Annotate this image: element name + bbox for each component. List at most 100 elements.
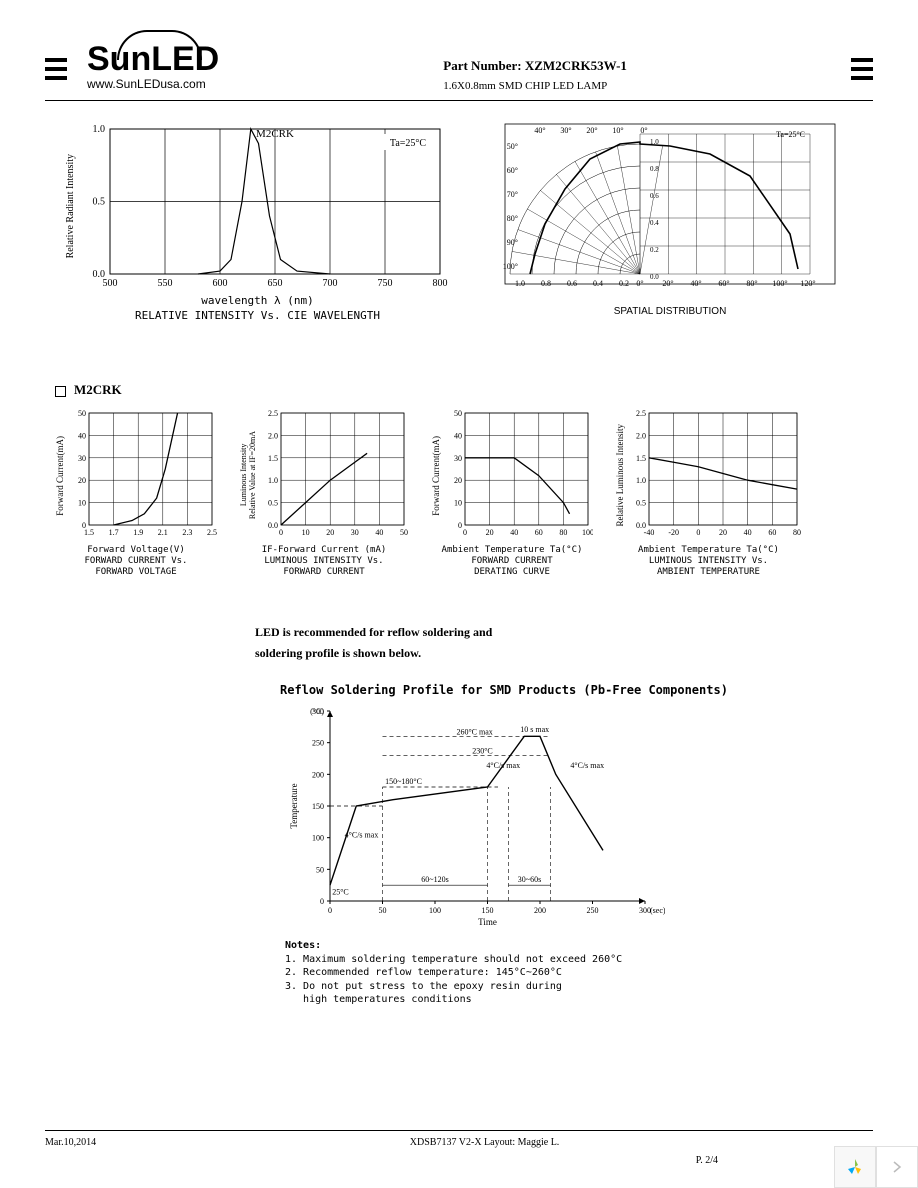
svg-text:700: 700: [323, 278, 338, 289]
li-temp-chart: Relative Luminous Intensity-40-200204060…: [615, 408, 802, 577]
svg-text:Time: Time: [478, 917, 497, 927]
svg-text:0°: 0°: [640, 126, 647, 135]
svg-text:10: 10: [302, 528, 310, 537]
spatial-chart: 40°30°20°10°0°50°60°70°80°90°100°1.00.80…: [500, 119, 840, 322]
svg-text:0.2: 0.2: [619, 279, 629, 288]
svg-text:2.5: 2.5: [636, 409, 646, 418]
svg-text:25°C: 25°C: [332, 888, 349, 897]
svg-text:0.5: 0.5: [636, 499, 646, 508]
svg-text:100: 100: [582, 528, 593, 537]
svg-text:20: 20: [719, 528, 727, 537]
svg-text:800: 800: [433, 278, 448, 289]
li-if-chart: Luminous Intensity Relative Value at IF=…: [239, 408, 409, 577]
svg-text:10 s max: 10 s max: [520, 725, 549, 734]
svg-text:1.0: 1.0: [636, 476, 646, 485]
svg-text:0.5: 0.5: [93, 197, 106, 208]
menu-icon[interactable]: [45, 40, 67, 80]
svg-text:200: 200: [534, 906, 546, 915]
svg-text:0.8: 0.8: [650, 165, 659, 173]
svg-text:0.0: 0.0: [636, 521, 646, 530]
svg-text:30: 30: [78, 454, 86, 463]
svg-text:(°C): (°C): [310, 707, 324, 716]
svg-text:(sec): (sec): [650, 906, 665, 915]
derating-chart: Forward Current(mA)020406080100010203040…: [431, 408, 593, 577]
svg-text:0.6: 0.6: [650, 192, 659, 200]
pager-logo-icon[interactable]: [834, 1146, 876, 1188]
svg-text:250: 250: [312, 739, 324, 748]
svg-text:90°: 90°: [507, 238, 518, 247]
svg-text:0.8: 0.8: [541, 279, 551, 288]
svg-text:0.6: 0.6: [567, 279, 577, 288]
svg-text:20°: 20°: [586, 126, 597, 135]
svg-text:30~60s: 30~60s: [518, 875, 541, 884]
svg-text:10°: 10°: [612, 126, 623, 135]
svg-text:100°: 100°: [503, 262, 518, 271]
svg-text:0.0: 0.0: [93, 269, 106, 280]
svg-text:30: 30: [454, 454, 462, 463]
svg-text:50: 50: [316, 866, 324, 875]
svg-text:550: 550: [158, 278, 173, 289]
svg-text:60: 60: [768, 528, 776, 537]
svg-text:-20: -20: [668, 528, 679, 537]
chart1-xlabel: wavelength λ (nm): [201, 294, 314, 307]
svg-text:250: 250: [587, 906, 599, 915]
chart2-title: SPATIAL DISTRIBUTION: [614, 306, 727, 317]
svg-text:0: 0: [463, 528, 467, 537]
part-number-line: Part Number: XZM2CRK53W-1: [443, 58, 627, 74]
svg-text:10: 10: [78, 499, 86, 508]
svg-text:M2CRK: M2CRK: [256, 128, 294, 140]
section-label: M2CRK: [55, 382, 873, 398]
pager-next-icon[interactable]: [876, 1146, 918, 1188]
reflow-intro: LED is recommended for reflow soldering …: [255, 622, 873, 663]
svg-text:0.0: 0.0: [650, 273, 659, 281]
reflow-chart: 05010015020025030005010015020025030010 s…: [285, 701, 873, 935]
svg-text:20: 20: [454, 476, 462, 485]
svg-text:50: 50: [454, 409, 462, 418]
page-number: P. 2/4: [696, 1155, 718, 1166]
svg-text:0.4: 0.4: [650, 219, 659, 227]
svg-text:60°: 60°: [718, 279, 729, 288]
reflow-title: Reflow Soldering Profile for SMD Product…: [280, 683, 873, 697]
svg-text:80°: 80°: [746, 279, 757, 288]
svg-text:0: 0: [279, 528, 283, 537]
menu-icon-right[interactable]: [851, 40, 873, 80]
svg-text:750: 750: [378, 278, 393, 289]
svg-text:20: 20: [78, 476, 86, 485]
svg-text:200: 200: [312, 771, 324, 780]
chart1-ylabel: Relative Radiant Intensity: [65, 154, 76, 258]
svg-text:70°: 70°: [507, 190, 518, 199]
svg-text:60: 60: [535, 528, 543, 537]
svg-text:1.0: 1.0: [515, 279, 525, 288]
svg-text:0.2: 0.2: [650, 246, 659, 254]
svg-text:30: 30: [351, 528, 359, 537]
svg-text:150: 150: [312, 802, 324, 811]
url-text: www.SunLEDusa.com: [87, 77, 206, 91]
svg-text:0: 0: [696, 528, 700, 537]
pager: [834, 1146, 918, 1188]
svg-text:150: 150: [482, 906, 494, 915]
svg-text:2.1: 2.1: [158, 528, 168, 537]
svg-text:80: 80: [559, 528, 567, 537]
svg-text:50: 50: [400, 528, 408, 537]
svg-text:1.0: 1.0: [93, 124, 106, 135]
svg-text:10: 10: [454, 499, 462, 508]
product-description: 1.6X0.8mm SMD CHIP LED LAMP: [443, 80, 627, 92]
svg-text:40: 40: [78, 431, 86, 440]
svg-text:Temperature: Temperature: [289, 783, 299, 828]
svg-text:230°C: 230°C: [472, 747, 493, 756]
svg-text:60°: 60°: [507, 166, 518, 175]
svg-text:0.0: 0.0: [268, 521, 278, 530]
svg-text:20: 20: [486, 528, 494, 537]
footer-center: XDSB7137 V2-X Layout: Maggie L.: [410, 1137, 560, 1148]
svg-text:0: 0: [458, 521, 462, 530]
svg-text:30°: 30°: [560, 126, 571, 135]
svg-text:Ta=25°C: Ta=25°C: [776, 130, 805, 139]
svg-text:0°: 0°: [636, 279, 643, 288]
svg-text:40°: 40°: [534, 126, 545, 135]
svg-text:40: 40: [454, 431, 462, 440]
iv-chart: Forward Current(mA)1.51.71.92.12.32.5010…: [55, 408, 217, 577]
svg-text:100: 100: [312, 834, 324, 843]
svg-text:1.0: 1.0: [268, 476, 278, 485]
svg-text:2.3: 2.3: [182, 528, 192, 537]
svg-text:100°: 100°: [772, 279, 787, 288]
